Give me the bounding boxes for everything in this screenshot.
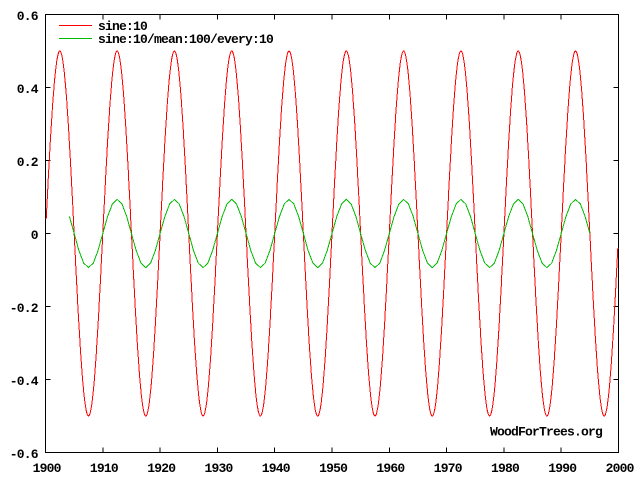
svg-text:0.4: 0.4	[17, 82, 39, 97]
svg-text:WoodForTrees.org: WoodForTrees.org	[490, 425, 603, 440]
svg-text:1980: 1980	[491, 461, 520, 476]
svg-text:1900: 1900	[33, 461, 62, 476]
svg-text:-0.4: -0.4	[10, 374, 39, 389]
svg-text:0: 0	[31, 228, 39, 243]
svg-text:sine:10: sine:10	[98, 19, 148, 34]
svg-text:0.6: 0.6	[17, 9, 39, 24]
svg-text:sine:10/mean:100/every:10: sine:10/mean:100/every:10	[98, 32, 274, 47]
svg-text:2000: 2000	[606, 461, 635, 476]
svg-text:1910: 1910	[90, 461, 119, 476]
svg-text:1940: 1940	[262, 461, 291, 476]
svg-text:-0.2: -0.2	[10, 301, 39, 316]
svg-text:-0.6: -0.6	[10, 447, 39, 462]
svg-text:1960: 1960	[376, 461, 405, 476]
svg-text:1930: 1930	[204, 461, 233, 476]
svg-text:1950: 1950	[319, 461, 348, 476]
svg-text:0.2: 0.2	[17, 155, 39, 170]
svg-text:1920: 1920	[147, 461, 176, 476]
svg-text:1970: 1970	[434, 461, 463, 476]
svg-text:1990: 1990	[548, 461, 577, 476]
